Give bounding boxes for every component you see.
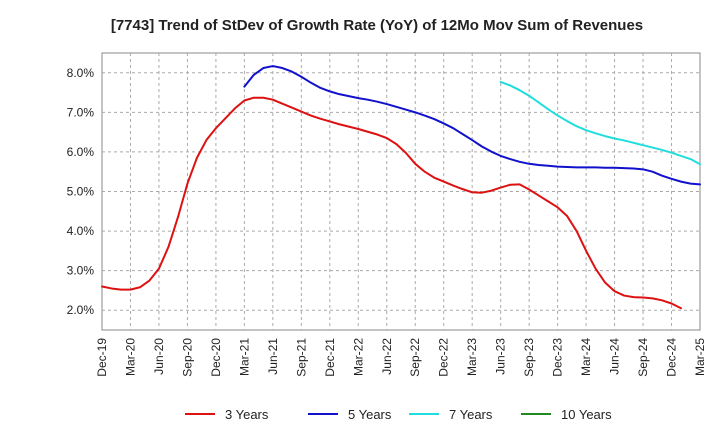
x-tick-label: Dec-20 [209,338,223,377]
x-tick-label: Jun-22 [380,338,394,375]
x-tick-label: Jun-20 [152,338,166,375]
y-tick-label: 5.0% [67,185,95,199]
y-tick-label: 6.0% [67,145,95,159]
x-tick-label: Mar-25 [693,338,707,376]
x-tick-label: Mar-21 [237,338,251,376]
legend: 3 Years 5 Years 7 Years 10 Years [185,407,612,422]
x-tick-label: Mar-22 [351,338,365,376]
legend-label-3-years: 3 Years [225,407,269,422]
x-tick-label: Jun-24 [608,338,622,375]
y-tick-label: 4.0% [67,224,95,238]
y-tick-label: 7.0% [67,105,95,119]
series-line-5-years [243,65,701,186]
x-tick-label: Jun-23 [494,338,508,375]
x-tick-label: Mar-24 [579,338,593,376]
x-tick-label: Dec-23 [551,338,565,377]
legend-label-7-years: 7 Years [449,407,493,422]
x-tick-label: Sep-22 [408,338,422,377]
x-tick-label: Mar-23 [465,338,479,376]
x-tick-label: Dec-22 [437,338,451,377]
x-tick-label: Dec-19 [95,338,109,377]
y-tick-label: 3.0% [67,264,95,278]
y-tick-label: 8.0% [67,66,95,80]
chart-title: [7743] Trend of StDev of Growth Rate (Yo… [111,17,643,34]
y-tick-label: 2.0% [67,303,95,317]
x-tick-label: Mar-20 [123,338,137,376]
x-tick-label: Dec-21 [323,338,337,377]
x-tick-label: Sep-21 [294,338,308,377]
legend-label-5-years: 5 Years [348,407,392,422]
x-tick-label: Jun-21 [266,338,280,375]
x-tick-label: Sep-20 [180,338,194,377]
series-line-7-years [499,80,701,166]
x-tick-label: Sep-24 [636,338,650,377]
x-tick-label: Sep-23 [522,338,536,377]
series-line-3-years [101,96,683,310]
legend-label-10-years: 10 Years [561,407,612,422]
plot-area: 2.0% 3.0% 4.0% 5.0% 6.0% 7.0% 8.0% Dec-19 Mar-20… [67,52,707,377]
x-tick-label: Dec-24 [665,338,679,377]
